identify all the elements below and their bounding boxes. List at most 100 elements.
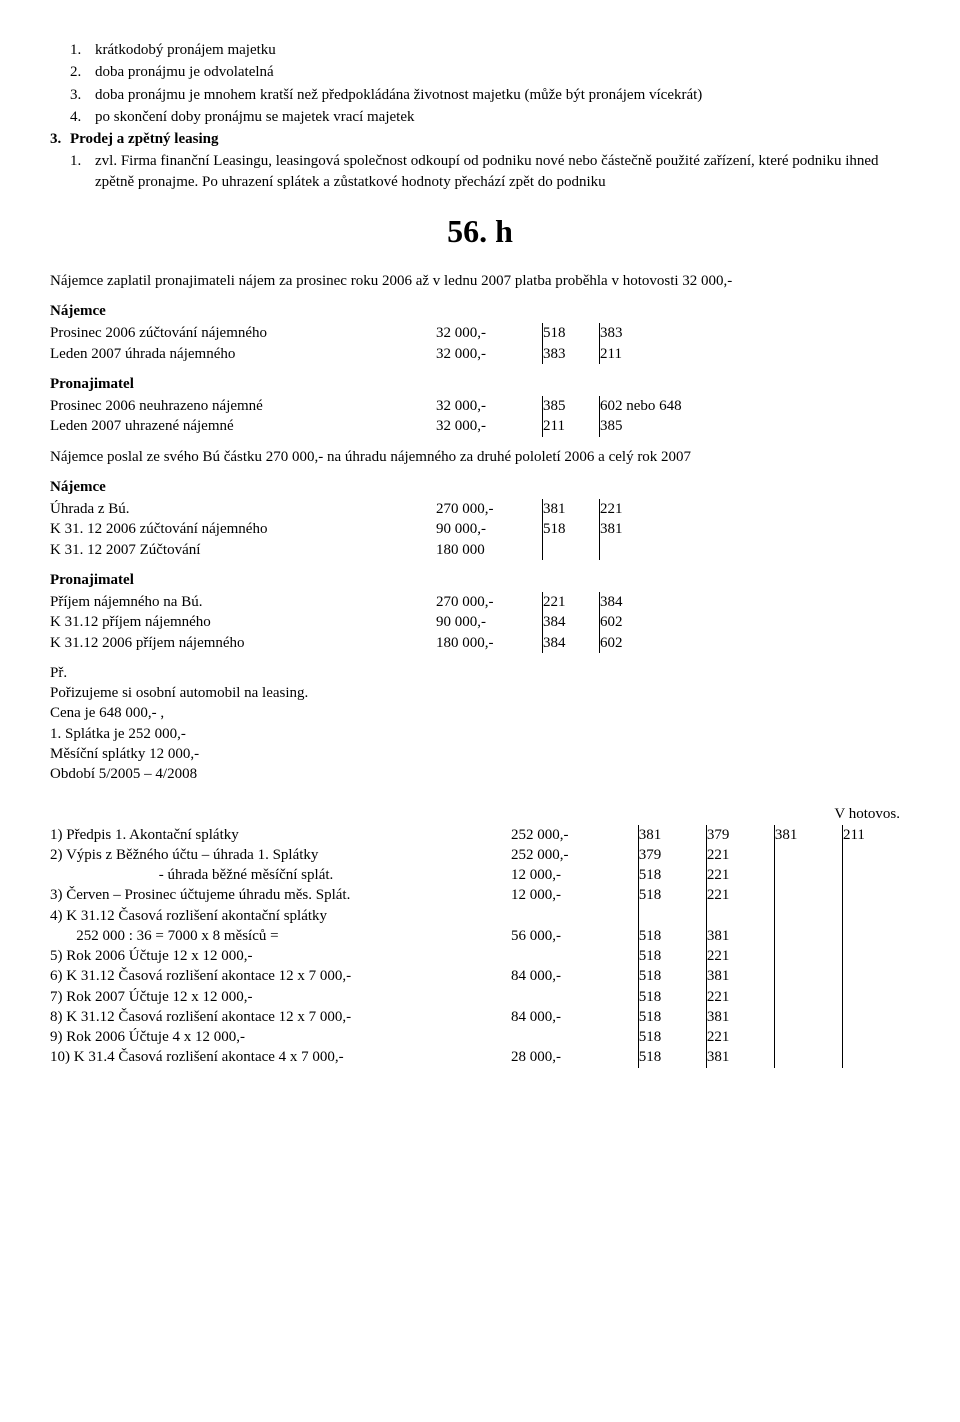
najemce-label: Nájemce bbox=[50, 301, 910, 321]
row-amount: 84 000,- bbox=[511, 1007, 638, 1027]
leasing-line: 1. Splátka je 252 000,- bbox=[50, 724, 910, 744]
row-hc bbox=[842, 1027, 910, 1047]
table-row: K 31.12 2006 příjem nájemného 180 000,- … bbox=[50, 633, 716, 653]
row-hd bbox=[774, 1007, 842, 1027]
pronajimatel-table-1: Prosinec 2006 neuhrazeno nájemné 32 000,… bbox=[50, 396, 716, 437]
list-item: 3. doba pronájmu je mnohem kratší než př… bbox=[70, 85, 910, 105]
list-num: 3. bbox=[70, 85, 95, 105]
row-hd bbox=[774, 885, 842, 905]
row-credit: 384 bbox=[600, 592, 717, 612]
row-debit: 381 bbox=[543, 499, 600, 519]
list-text: doba pronájmu je odvolatelná bbox=[95, 62, 274, 82]
row-d: 381 bbox=[638, 825, 706, 845]
table-row: Úhrada z Bú. 270 000,- 381 221 bbox=[50, 499, 716, 519]
row-desc: 252 000 : 36 = 7000 x 8 měsíců = bbox=[50, 926, 511, 946]
row-desc: Leden 2007 úhrada nájemného bbox=[50, 344, 436, 364]
row-credit: 602 nebo 648 bbox=[600, 396, 717, 416]
row-c: 381 bbox=[706, 1007, 774, 1027]
row-hc bbox=[842, 946, 910, 966]
table-row: Leden 2007 uhrazené nájemné 32 000,- 211… bbox=[50, 416, 716, 436]
row-c: 221 bbox=[706, 845, 774, 865]
list-text: po skončení doby pronájmu se majetek vra… bbox=[95, 107, 414, 127]
header-row: V hotovos. bbox=[50, 804, 910, 824]
row-desc: 1) Předpis 1. Akontační splátky bbox=[50, 825, 511, 845]
sub-text: zvl. Firma finanční Leasingu, leasingová… bbox=[95, 151, 910, 192]
row-credit: 602 bbox=[600, 612, 717, 632]
row-d: 518 bbox=[638, 885, 706, 905]
intro-paragraph: Nájemce zaplatil pronajimateli nájem za … bbox=[50, 271, 910, 291]
row-hd bbox=[774, 1047, 842, 1067]
list-num: 1. bbox=[70, 40, 95, 60]
row-c: 381 bbox=[706, 966, 774, 986]
table-row: 6) K 31.12 Časová rozlišení akontace 12 … bbox=[50, 966, 910, 986]
row-hd bbox=[774, 966, 842, 986]
row-hc bbox=[842, 865, 910, 885]
bottom-table: V hotovos. 1) Předpis 1. Akontační splát… bbox=[50, 804, 910, 1067]
row-hc bbox=[842, 926, 910, 946]
list-text: krátkodobý pronájem majetku bbox=[95, 40, 276, 60]
row-debit: 518 bbox=[543, 323, 600, 343]
list-num: 4. bbox=[70, 107, 95, 127]
row-hc: 211 bbox=[842, 825, 910, 845]
leasing-line: Měsíční splátky 12 000,- bbox=[50, 744, 910, 764]
row-c: 221 bbox=[706, 987, 774, 1007]
table-row: 7) Rok 2007 Účtuje 12 x 12 000,- 518 221 bbox=[50, 987, 910, 1007]
row-debit: 385 bbox=[543, 396, 600, 416]
row-desc: 7) Rok 2007 Účtuje 12 x 12 000,- bbox=[50, 987, 511, 1007]
row-desc: - úhrada běžné měsíční splát. bbox=[50, 865, 511, 885]
row-amount: 12 000,- bbox=[511, 865, 638, 885]
row-hd bbox=[774, 865, 842, 885]
row-d bbox=[638, 906, 706, 926]
section-heading: 3. Prodej a zpětný leasing bbox=[50, 129, 910, 149]
row-amount: 180 000 bbox=[436, 540, 543, 560]
pronajimatel-table-2: Příjem nájemného na Bú. 270 000,- 221 38… bbox=[50, 592, 716, 653]
row-debit bbox=[543, 540, 600, 560]
table-row: K 31.12 příjem nájemného 90 000,- 384 60… bbox=[50, 612, 716, 632]
row-c: 379 bbox=[706, 825, 774, 845]
sub-num: 1. bbox=[70, 151, 95, 192]
row-hc bbox=[842, 1007, 910, 1027]
table-row: Příjem nájemného na Bú. 270 000,- 221 38… bbox=[50, 592, 716, 612]
table-row: 1) Předpis 1. Akontační splátky 252 000,… bbox=[50, 825, 910, 845]
row-c: 381 bbox=[706, 1047, 774, 1067]
row-desc: Leden 2007 uhrazené nájemné bbox=[50, 416, 436, 436]
row-hc bbox=[842, 1047, 910, 1067]
row-desc: Úhrada z Bú. bbox=[50, 499, 436, 519]
row-d: 518 bbox=[638, 1047, 706, 1067]
row-debit: 518 bbox=[543, 519, 600, 539]
row-d: 518 bbox=[638, 946, 706, 966]
table-row: K 31. 12 2006 zúčtování nájemného 90 000… bbox=[50, 519, 716, 539]
row-c bbox=[706, 906, 774, 926]
table-row: 10) K 31.4 Časová rozlišení akontace 4 x… bbox=[50, 1047, 910, 1067]
row-desc: Prosinec 2006 neuhrazeno nájemné bbox=[50, 396, 436, 416]
row-amount: 32 000,- bbox=[436, 416, 543, 436]
row-hc bbox=[842, 987, 910, 1007]
row-amount: 90 000,- bbox=[436, 612, 543, 632]
row-amount: 252 000,- bbox=[511, 825, 638, 845]
row-credit: 385 bbox=[600, 416, 717, 436]
table-row: 4) K 31.12 Časová rozlišení akontační sp… bbox=[50, 906, 910, 926]
list-item: 2. doba pronájmu je odvolatelná bbox=[70, 62, 910, 82]
table-row: 9) Rok 2006 Účtuje 4 x 12 000,- 518 221 bbox=[50, 1027, 910, 1047]
vhotovos-label: V hotovos. bbox=[774, 804, 910, 824]
list-num: 2. bbox=[70, 62, 95, 82]
row-amount: 28 000,- bbox=[511, 1047, 638, 1067]
table-row: 5) Rok 2006 Účtuje 12 x 12 000,- 518 221 bbox=[50, 946, 910, 966]
row-credit: 211 bbox=[600, 344, 717, 364]
row-hd bbox=[774, 946, 842, 966]
row-c: 221 bbox=[706, 946, 774, 966]
row-desc: 9) Rok 2006 Účtuje 4 x 12 000,- bbox=[50, 1027, 511, 1047]
row-debit: 384 bbox=[543, 612, 600, 632]
row-desc: 10) K 31.4 Časová rozlišení akontace 4 x… bbox=[50, 1047, 511, 1067]
row-amount: 32 000,- bbox=[436, 396, 543, 416]
row-credit bbox=[600, 540, 717, 560]
row-d: 518 bbox=[638, 1007, 706, 1027]
list-text: doba pronájmu je mnohem kratší než předp… bbox=[95, 85, 702, 105]
leasing-line: Cena je 648 000,- , bbox=[50, 703, 910, 723]
row-hc bbox=[842, 906, 910, 926]
row-amount: 252 000,- bbox=[511, 845, 638, 865]
row-hd bbox=[774, 906, 842, 926]
row-desc: K 31.12 2006 příjem nájemného bbox=[50, 633, 436, 653]
table-row: 3) Červen – Prosinec účtujeme úhradu měs… bbox=[50, 885, 910, 905]
sub-item: 1. zvl. Firma finanční Leasingu, leasing… bbox=[70, 151, 910, 192]
